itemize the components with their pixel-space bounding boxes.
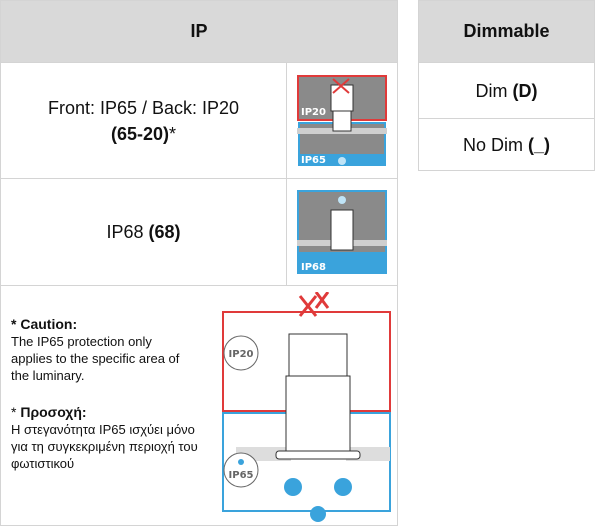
asterisk: *: [11, 404, 17, 420]
ip-cell: IP68 (68): [0, 178, 287, 286]
icon-cell: IP68: [286, 178, 398, 286]
dim-label: Dim: [475, 80, 508, 101]
caution-title: Προσοχή:: [20, 404, 87, 420]
dim-code: (_): [528, 134, 551, 155]
asterisk: *: [169, 123, 177, 144]
icon-label: IP20: [301, 107, 326, 118]
caution-cell: * Caution: The IP65 protection only appl…: [0, 285, 398, 526]
ip-label: IP68: [106, 222, 144, 242]
caution-title: * Caution:: [11, 316, 78, 332]
icon-cell: IP20 IP65: [286, 62, 398, 179]
ip-icon: IP68: [297, 190, 387, 274]
diagram: IP20 IP65: [222, 292, 391, 522]
ip-cell: Front: IP65 / Back: IP20 (65-20)*: [0, 62, 287, 179]
caution-text: * Caution: The IP65 protection only appl…: [11, 316, 211, 472]
ip-header: IP: [0, 0, 398, 63]
dim-cell: No Dim (_): [418, 118, 595, 171]
ip-text: IP68 (68): [106, 219, 180, 245]
diagram-label: IP65: [229, 470, 254, 481]
dim-cell: Dim (D): [418, 62, 595, 119]
ip-icon: IP20 IP65: [297, 74, 387, 166]
dim-text: No Dim (_): [463, 132, 550, 158]
ip-code: (65-20): [110, 123, 169, 144]
dim-code: (D): [512, 80, 538, 101]
diagram-label: IP20: [229, 349, 254, 360]
icon-label: IP65: [301, 155, 326, 166]
icon-label: IP68: [301, 262, 326, 273]
caution-body: The IP65 protection only applies to the …: [11, 334, 180, 383]
ip-text: Front: IP65 / Back: IP20 (65-20)*: [48, 95, 239, 147]
caution-body: Η στεγανότητα IP65 ισχύει μόνο για τη συ…: [11, 422, 198, 471]
dim-text: Dim (D): [475, 78, 537, 104]
dim-label: No Dim: [462, 134, 523, 155]
header-text: IP: [190, 21, 208, 41]
ip-code: (68): [148, 222, 181, 242]
header-text: Dimmable: [463, 21, 550, 41]
ip-label: Front: IP65 / Back: IP20: [47, 97, 240, 118]
caution-title-gr: * Προσοχή:: [11, 404, 211, 421]
dim-header: Dimmable: [418, 0, 595, 63]
